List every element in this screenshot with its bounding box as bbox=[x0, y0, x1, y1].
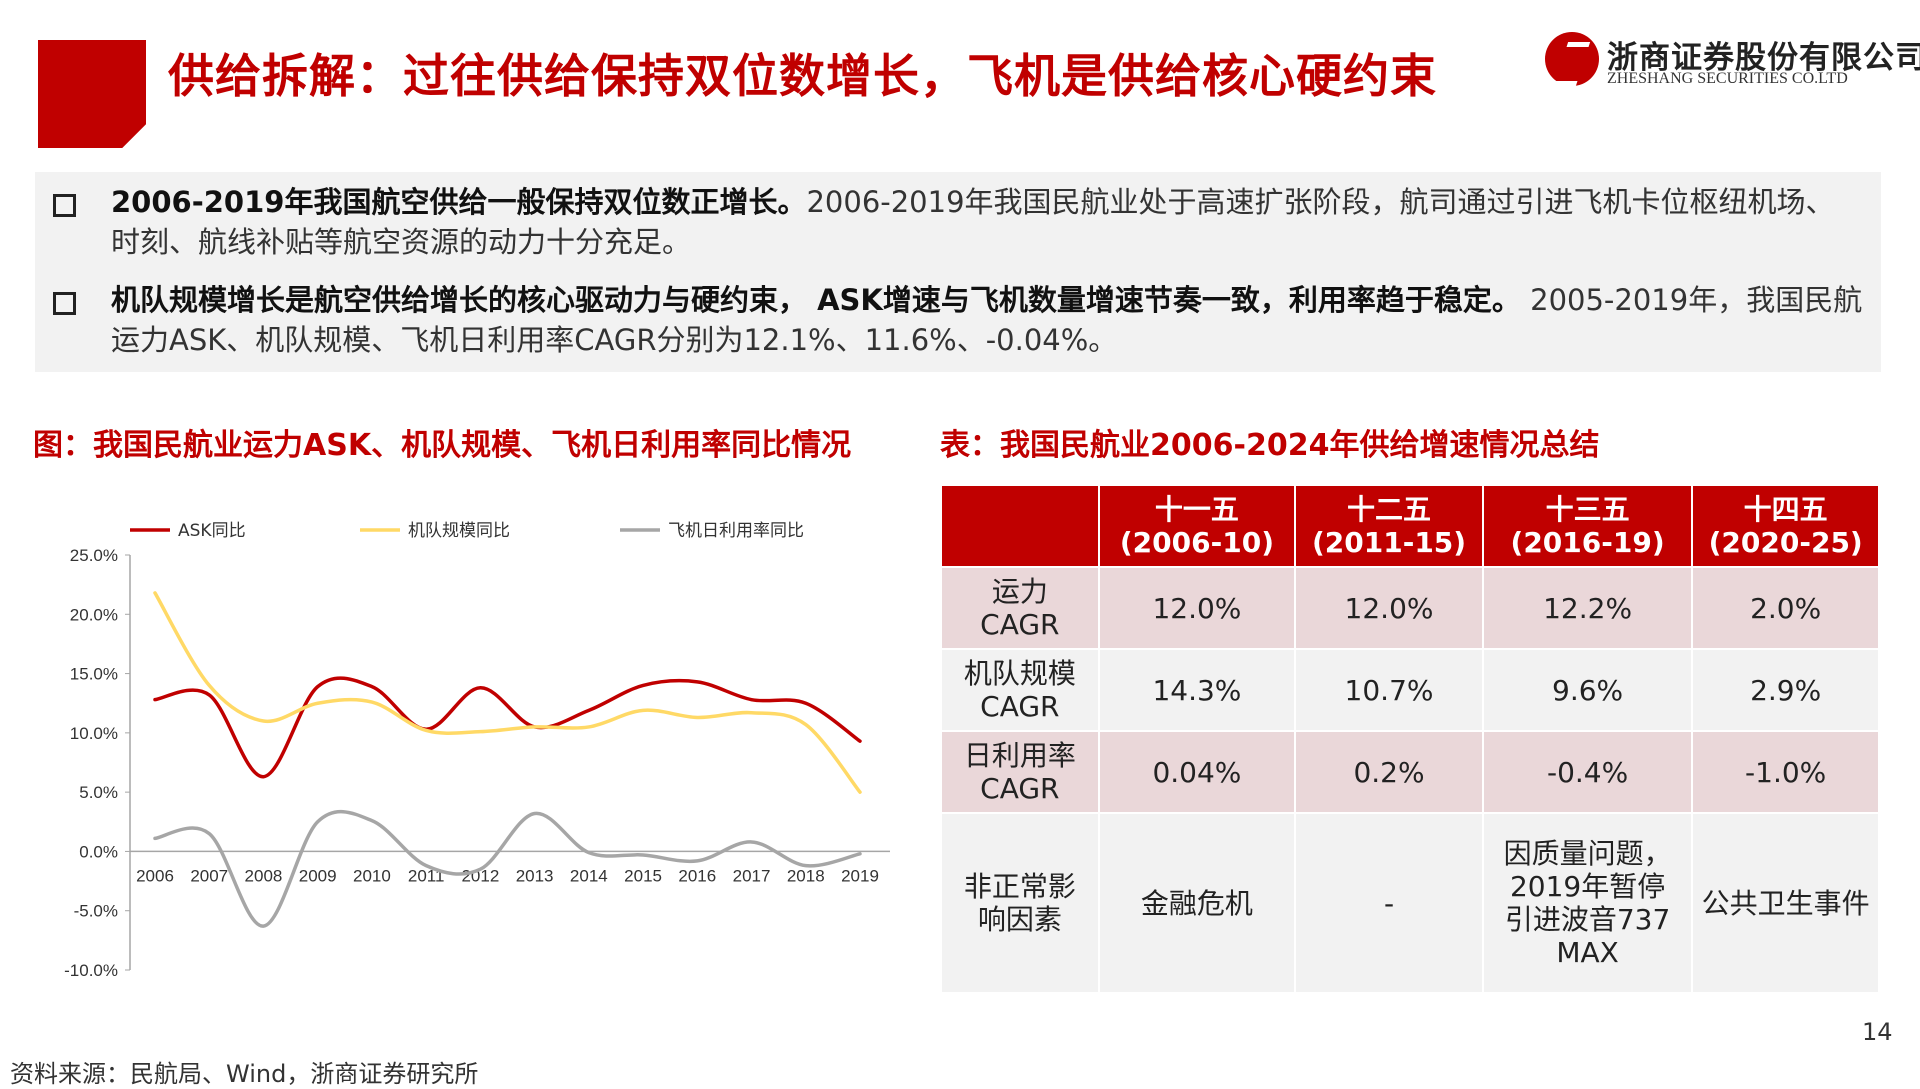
x-tick-label: 2006 bbox=[136, 866, 174, 885]
summary-box: 2006-2019年我国航空供给一般保持双位数正增长。2006-2019年我国民… bbox=[35, 172, 1881, 372]
line-chart: 25.0% 20.0% 15.0% 10.0% 5.0% 0.0% -5.0% -10.0% 2… bbox=[30, 510, 910, 1000]
x-tick-label: 2015 bbox=[624, 866, 662, 885]
square-bullet-icon bbox=[53, 194, 76, 217]
bullet-1-text: 2006-2019年我国民航业处于高速扩张阶段，航司通过引进飞机卡位枢纽机场、时… bbox=[111, 185, 1835, 259]
table-cell: 因质量问题，2019年暂停引进波音737 MAX bbox=[1481, 812, 1694, 994]
table-cell: 金融危机 bbox=[1097, 812, 1297, 994]
x-tick-label: 2017 bbox=[733, 866, 771, 885]
legend-label: 机队规模同比 bbox=[408, 521, 510, 541]
y-tick-label: -10.0% bbox=[64, 961, 118, 980]
table-row: 运力 CAGR 12.0% 12.0% 12.2% 2.0% bbox=[940, 566, 1880, 650]
bullet-2-text: 2005-2019年，我国民航运力ASK、机队规模、飞机日利用率CAGR分别为1… bbox=[111, 283, 1863, 357]
table-header-cell: 十三五 (2016-19) bbox=[1481, 484, 1694, 568]
table-cell: - bbox=[1294, 812, 1484, 994]
y-tick-label: 15.0% bbox=[70, 665, 118, 684]
title-accent-block bbox=[38, 40, 146, 148]
summary-bullet-2: 机队规模增长是航空供给增长的核心驱动力与硬约束， ASK增速与飞机数量增速节奏一… bbox=[53, 280, 1863, 360]
table-header-cell: 十二五 (2011-15) bbox=[1294, 484, 1484, 568]
table-header-cell: 十四五 (2020-25) bbox=[1691, 484, 1880, 568]
y-tick-label: 10.0% bbox=[70, 724, 118, 743]
source-note: 资料来源：民航局、Wind，浙商证券研究所 bbox=[10, 1060, 479, 1088]
table-header-corner bbox=[940, 484, 1100, 568]
series-line-1 bbox=[153, 676, 862, 779]
x-tick-label: 2013 bbox=[516, 866, 554, 885]
series-line-2 bbox=[153, 591, 862, 794]
x-tick-label: 2018 bbox=[787, 866, 825, 885]
table-cell: 12.0% bbox=[1294, 566, 1484, 650]
x-tick-label: 2016 bbox=[678, 866, 716, 885]
row-label: 运力 CAGR bbox=[940, 566, 1100, 650]
table-cell: 14.3% bbox=[1097, 648, 1297, 732]
x-tick-label: 2007 bbox=[190, 866, 228, 885]
table-cell: 2.9% bbox=[1691, 648, 1880, 732]
table-cell: 9.6% bbox=[1481, 648, 1694, 732]
logo-company-name-en: ZHESHANG SECURITIES CO.LTD bbox=[1607, 70, 1848, 87]
table-header-cell: 十一五 (2006-10) bbox=[1097, 484, 1297, 568]
table-cell: 2.0% bbox=[1691, 566, 1880, 650]
square-bullet-icon bbox=[53, 292, 76, 315]
table-cell: -0.4% bbox=[1481, 730, 1694, 814]
x-tick-label: 2014 bbox=[570, 866, 608, 885]
x-tick-label: 2010 bbox=[353, 866, 391, 885]
logo-mark-icon bbox=[1545, 32, 1599, 86]
bullet-2-bold: 机队规模增长是航空供给增长的核心驱动力与硬约束， ASK增速与飞机数量增速节奏一… bbox=[111, 283, 1521, 317]
y-tick-label: 25.0% bbox=[70, 546, 118, 565]
table-cell: 公共卫生事件 bbox=[1691, 812, 1880, 994]
logo-company-name-cn: 浙商证券股份有限公司 bbox=[1607, 40, 1920, 76]
summary-bullet-1: 2006-2019年我国航空供给一般保持双位数正增长。2006-2019年我国民… bbox=[53, 182, 1863, 262]
x-tick-label: 2009 bbox=[299, 866, 337, 885]
y-tick-label: 0.0% bbox=[79, 842, 118, 861]
y-tick-label: 20.0% bbox=[70, 605, 118, 624]
table-header-row: 十一五 (2006-10) 十二五 (2011-15) 十三五 (2016-19) 十… bbox=[940, 484, 1880, 568]
table-row: 日利用率 CAGR 0.04% 0.2% -0.4% -1.0% bbox=[940, 730, 1880, 814]
table-cell: -1.0% bbox=[1691, 730, 1880, 814]
table-cell: 0.2% bbox=[1294, 730, 1484, 814]
table-row: 非正常影 响因素 金融危机 - 因质量问题，2019年暂停引进波音737 MAX … bbox=[940, 812, 1880, 994]
row-label: 日利用率 CAGR bbox=[940, 730, 1100, 814]
slide-title: 供给拆解：过往供给保持双位数增长，飞机是供给核心硬约束 bbox=[168, 49, 1437, 103]
series-line-3 bbox=[153, 809, 862, 928]
table-row: 机队规模 CAGR 14.3% 10.7% 9.6% 2.9% bbox=[940, 648, 1880, 732]
row-label: 机队规模 CAGR bbox=[940, 648, 1100, 732]
bullet-1-bold: 2006-2019年我国航空供给一般保持双位数正增长。 bbox=[111, 185, 807, 219]
chart-canvas: 25.0% 20.0% 15.0% 10.0% 5.0% 0.0% -5.0% -10.0% 2… bbox=[64, 521, 890, 980]
table-cell: 12.2% bbox=[1481, 566, 1694, 650]
company-logo: 浙商证券股份有限公司 ZHESHANG SECURITIES CO.LTD bbox=[1545, 30, 1920, 90]
supply-growth-table: 十一五 (2006-10) 十二五 (2011-15) 十三五 (2016-19) 十… bbox=[940, 484, 1880, 994]
chart-caption: 图：我国民航业运力ASK、机队规模、飞机日利用率同比情况 bbox=[33, 428, 852, 463]
table-cell: 0.04% bbox=[1097, 730, 1297, 814]
legend-label: 飞机日利用率同比 bbox=[668, 521, 804, 541]
y-tick-label: 5.0% bbox=[79, 783, 118, 802]
table-cell: 10.7% bbox=[1294, 648, 1484, 732]
page-number: 14 bbox=[1862, 1018, 1893, 1046]
y-tick-label: -5.0% bbox=[74, 902, 118, 921]
table-cell: 12.0% bbox=[1097, 566, 1297, 650]
legend-label: ASK同比 bbox=[178, 521, 246, 541]
x-tick-label: 2008 bbox=[245, 866, 283, 885]
x-tick-label: 2019 bbox=[841, 866, 879, 885]
row-label: 非正常影 响因素 bbox=[940, 812, 1100, 994]
table-caption: 表：我国民航业2006-2024年供给增速情况总结 bbox=[940, 428, 1600, 463]
